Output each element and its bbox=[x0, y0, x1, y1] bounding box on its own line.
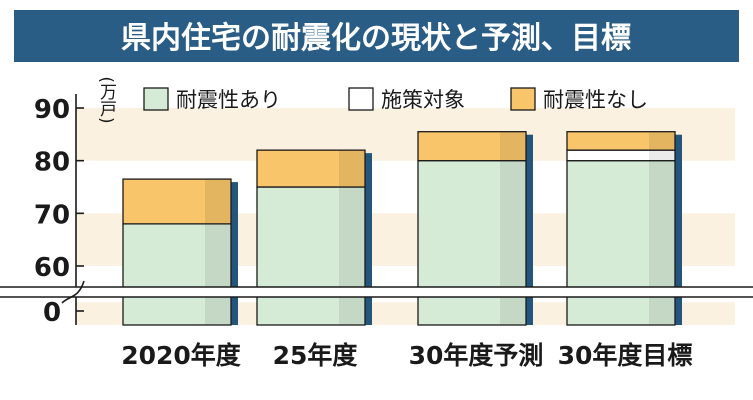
y-tick-label: 90 bbox=[34, 95, 70, 125]
y-tick-label: 80 bbox=[34, 148, 70, 178]
y-tick-label: 0 bbox=[43, 298, 61, 328]
bar-segment-seismic-no bbox=[417, 131, 527, 162]
bar-shadow bbox=[526, 134, 533, 325]
bar-shading bbox=[649, 150, 675, 160]
unit-label: (万戸) bbox=[96, 76, 117, 123]
bar-shading bbox=[500, 161, 526, 325]
y-tick-label: 60 bbox=[34, 253, 70, 283]
legend-label: 耐震性あり bbox=[176, 88, 281, 112]
axis-break-gap bbox=[0, 287, 753, 297]
bar-shading bbox=[649, 161, 675, 325]
legend-label: 施策対象 bbox=[381, 88, 465, 112]
bar-segment-seismic-yes bbox=[122, 223, 232, 326]
bar-segment-seismic-no bbox=[122, 178, 232, 225]
axis-break-mark bbox=[61, 280, 85, 304]
legend: 耐震性あり 施策対象 耐震性なし bbox=[143, 87, 648, 112]
x-category-label: 30年度予測 bbox=[409, 341, 544, 370]
legend-swatch bbox=[143, 87, 169, 111]
bar-shading bbox=[649, 132, 675, 150]
y-tick-label: 70 bbox=[34, 200, 70, 230]
bar-shading bbox=[205, 179, 231, 224]
bar-segment-seismic-yes bbox=[256, 186, 366, 326]
axis-break bbox=[0, 280, 753, 304]
bar-shadow bbox=[365, 153, 372, 325]
x-category-label: 2020年度 bbox=[121, 341, 241, 370]
bar-segment-seismic-no bbox=[566, 131, 676, 151]
bar-shading bbox=[500, 132, 526, 160]
y-tick-labels: 90 80 70 60 0 bbox=[34, 95, 70, 328]
bar-segment-seismic-no bbox=[256, 149, 366, 188]
bar-shadow bbox=[231, 182, 238, 325]
x-category-label: 25年度 bbox=[273, 341, 358, 370]
bar-shadow bbox=[675, 134, 682, 325]
x-category-label: 30年度目標 bbox=[558, 341, 693, 370]
title-banner bbox=[14, 10, 739, 62]
legend-swatch bbox=[510, 87, 536, 111]
bar-shading bbox=[339, 187, 365, 325]
legend-swatch bbox=[348, 87, 374, 111]
legend-label: 耐震性なし bbox=[543, 88, 648, 112]
bar-shading bbox=[339, 150, 365, 187]
x-category-labels: 2020年度 25年度 30年度予測 30年度目標 bbox=[121, 341, 692, 370]
chart-title: 県内住宅の耐震化の現状と予測、目標 bbox=[121, 21, 631, 56]
bar-shading bbox=[205, 224, 231, 325]
